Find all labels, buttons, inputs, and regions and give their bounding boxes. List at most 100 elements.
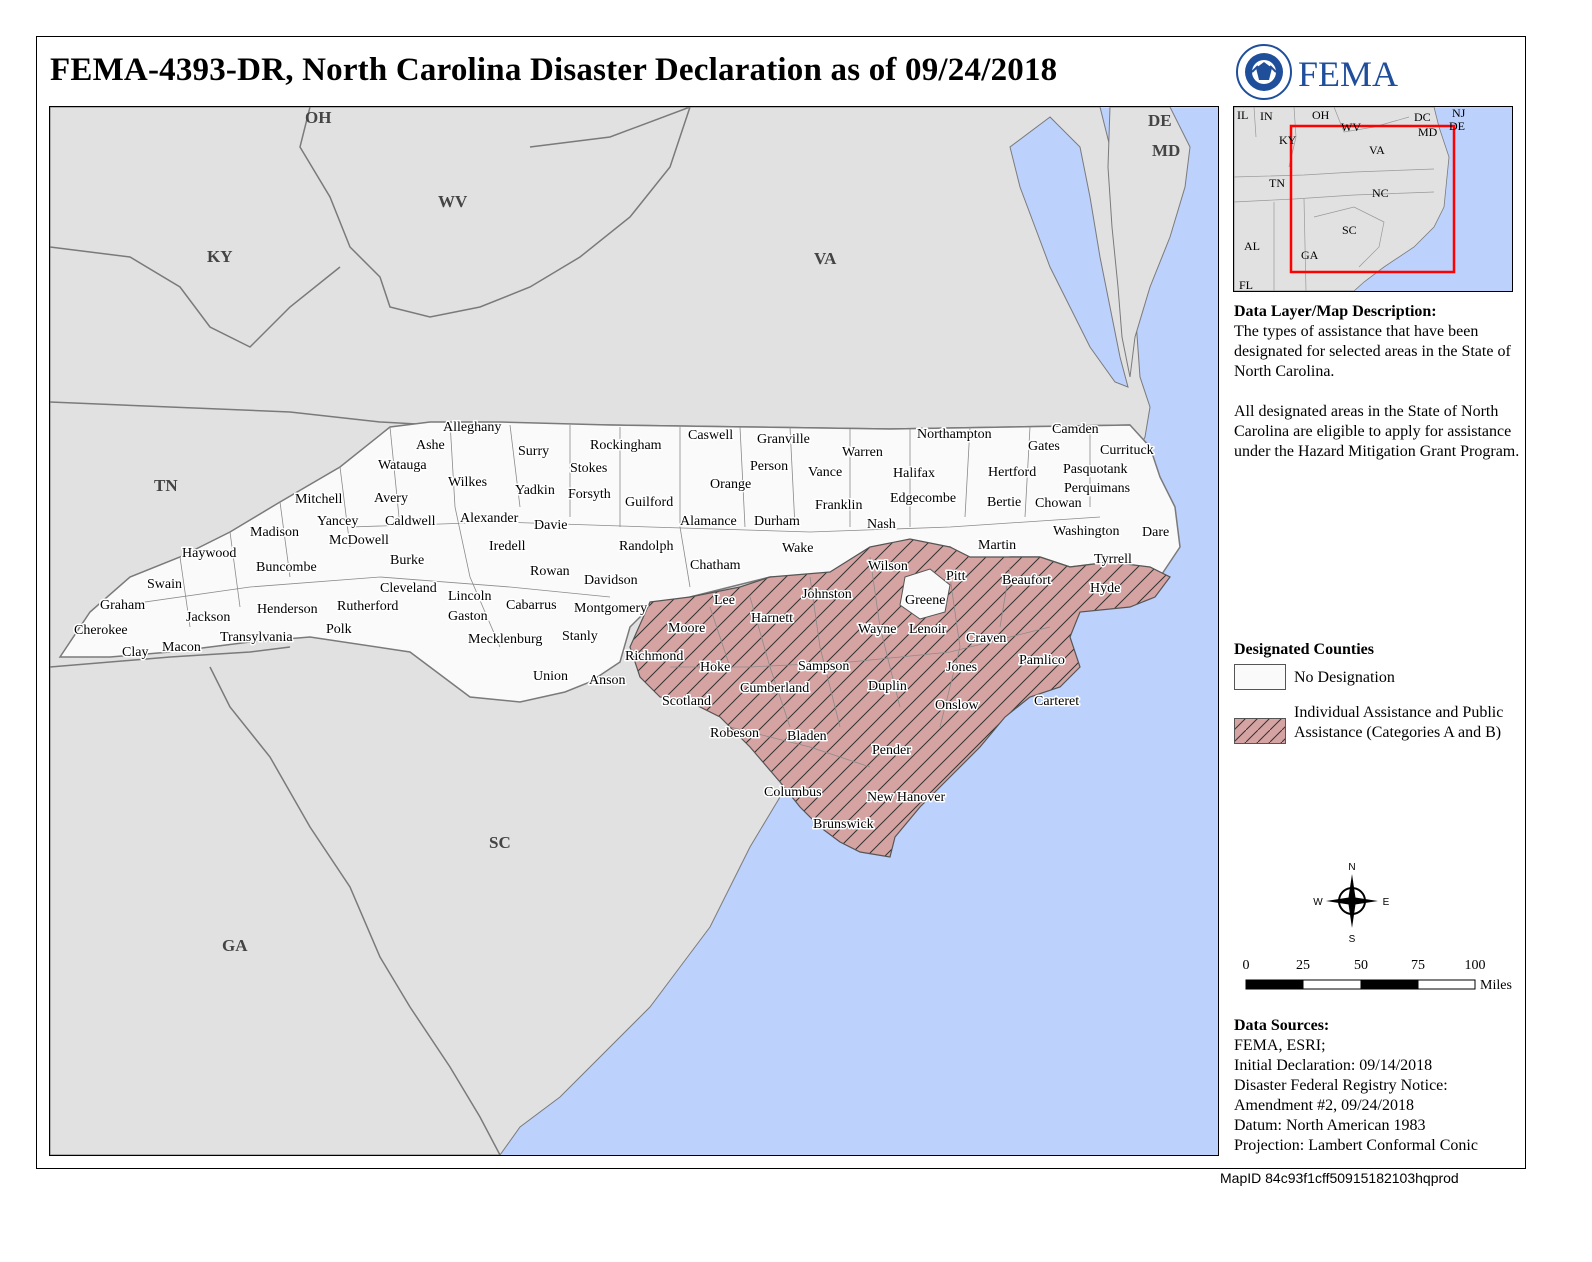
inset-label: AL: [1244, 239, 1260, 253]
county-label: Onslow: [935, 698, 979, 713]
map-id: MapID 84c93f1cff50915182103hqprod: [1220, 1170, 1459, 1186]
scale-tick: 75: [1411, 958, 1425, 973]
county-label: Stokes: [570, 461, 607, 476]
main-map[interactable]: OH WV KY VA DE MD TN SC GA Alleghany Ash…: [49, 106, 1219, 1156]
county-label: Wake: [782, 541, 814, 556]
county-label: Swain: [147, 577, 182, 592]
county-label: Person: [750, 459, 788, 474]
county-label: Chatham: [690, 558, 741, 573]
description-body: The types of assistance that have been d…: [1234, 323, 1511, 380]
county-label: Washington: [1053, 524, 1120, 539]
county-label: Cumberland: [740, 681, 809, 696]
state-label-md: MD: [1152, 141, 1180, 160]
county-label: Beaufort: [1002, 573, 1051, 588]
legend-swatch-ia-pa: [1234, 718, 1286, 744]
map-title: FEMA-4393-DR, North Carolina Disaster De…: [50, 52, 1058, 88]
inset-label: KY: [1279, 133, 1297, 147]
county-label: Surry: [518, 444, 549, 459]
county-label: Craven: [966, 631, 1006, 646]
inset-canvas: IL IN OH WV DC NJ KY MD DE VA TN NC SC A…: [1234, 107, 1512, 291]
county-label: Hyde: [1090, 581, 1120, 596]
county-label: Martin: [978, 538, 1016, 553]
county-label: Yancey: [317, 514, 358, 529]
county-label: Johnston: [802, 587, 852, 602]
county-label: Brunswick: [813, 817, 874, 832]
county-label: Gates: [1028, 439, 1060, 454]
county-label: McDowell: [329, 533, 389, 548]
county-label: Scotland: [662, 694, 711, 709]
scale-unit: Miles: [1480, 978, 1512, 993]
county-label: Polk: [326, 622, 352, 637]
inset-label: NJ: [1452, 107, 1466, 120]
county-labels: Alleghany Ashe Surry Rockingham Caswell …: [73, 419, 1171, 834]
county-label: Pasquotank: [1063, 462, 1128, 477]
state-label-va: VA: [814, 249, 837, 268]
inset-locator-map: IL IN OH WV DC NJ KY MD DE VA TN NC SC A…: [1233, 106, 1513, 292]
map-canvas: OH WV KY VA DE MD TN SC GA Alleghany Ash…: [50, 107, 1218, 1155]
description-hmgp: All designated areas in the State of Nor…: [1234, 403, 1520, 460]
county-label: Henderson: [257, 602, 318, 617]
state-label-ga: GA: [222, 936, 248, 955]
sources-line: Initial Declaration: 09/14/2018: [1234, 1057, 1433, 1074]
legend-label-no-designation: No Designation: [1294, 669, 1395, 686]
county-label: Lenoir: [909, 622, 947, 637]
county-label: Bladen: [787, 729, 827, 744]
county-label: Richmond: [625, 649, 683, 664]
county-label: Gaston: [448, 609, 488, 624]
inset-label: TN: [1269, 176, 1285, 190]
county-label: Columbus: [764, 785, 822, 800]
sources-line: Disaster Federal Registry Notice:: [1234, 1077, 1448, 1094]
county-label: Madison: [250, 525, 299, 540]
county-label: Rockingham: [590, 438, 662, 453]
fema-logo: FEMA: [1236, 44, 1398, 100]
inset-label: SC: [1342, 223, 1357, 237]
inset-label: VA: [1369, 143, 1385, 157]
county-label: Tyrrell: [1094, 552, 1132, 567]
county-label: Mitchell: [295, 492, 343, 507]
inset-label: GA: [1301, 248, 1319, 262]
county-label: Rowan: [530, 564, 570, 579]
legend-title: Designated Counties: [1234, 641, 1375, 658]
county-label: Randolph: [619, 539, 673, 554]
state-label-wv: WV: [438, 192, 468, 211]
inset-label: IL: [1237, 108, 1248, 122]
county-label: Jones: [946, 660, 977, 675]
compass-e: E: [1383, 897, 1390, 908]
county-label: Graham: [100, 598, 145, 613]
county-label: Wayne: [858, 622, 897, 637]
county-label: Harnett: [751, 611, 793, 626]
county-label: Mecklenburg: [468, 632, 542, 647]
county-label: Rutherford: [337, 599, 398, 614]
dhs-seal-icon: [1236, 44, 1292, 100]
county-label: Jackson: [186, 610, 230, 625]
county-label: Macon: [162, 640, 201, 655]
county-label: Carteret: [1034, 694, 1079, 709]
county-label: Duplin: [868, 679, 907, 694]
county-label: New Hanover: [867, 790, 945, 805]
county-label: Caldwell: [385, 514, 436, 529]
county-label: Lincoln: [448, 589, 492, 604]
county-label: Stanly: [562, 629, 598, 644]
county-label: Montgomery: [574, 601, 647, 616]
county-label: Northampton: [917, 427, 992, 442]
north-arrow-icon: N S E W: [1313, 862, 1390, 944]
county-label: Caswell: [688, 428, 733, 443]
county-label: Orange: [710, 477, 751, 492]
county-label: Davie: [534, 518, 567, 533]
county-label: Wilkes: [448, 475, 487, 490]
county-lines: [109, 421, 1101, 768]
county-label: Moore: [668, 621, 705, 636]
county-label: Pender: [872, 743, 911, 758]
county-label: Avery: [374, 491, 408, 506]
delmarva-peninsula: [1107, 107, 1191, 378]
county-label: Clay: [122, 645, 148, 660]
county-label: Warren: [842, 445, 883, 460]
county-label: Dare: [1142, 525, 1169, 540]
sources-line: Datum: North American 1983: [1234, 1117, 1426, 1134]
county-label: Iredell: [489, 539, 526, 554]
county-label: Alamance: [680, 514, 737, 529]
county-label: Cleveland: [380, 581, 437, 596]
county-label: Edgecombe: [890, 491, 956, 506]
county-label: Haywood: [182, 546, 236, 561]
sources-line: Amendment #2, 09/24/2018: [1234, 1097, 1414, 1114]
